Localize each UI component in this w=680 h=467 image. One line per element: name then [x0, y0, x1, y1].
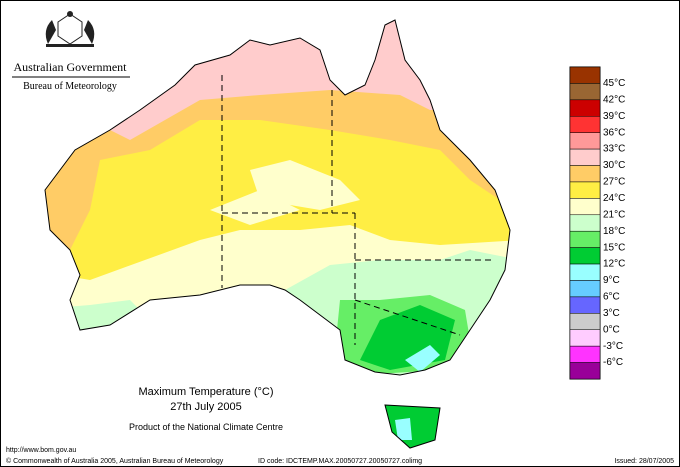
legend: 45°C 42°C 39°C 36°C 33°C 30°C 27°C 24°C 21°C 18°C… — [569, 66, 625, 380]
legend-label: 42°C — [603, 94, 625, 105]
legend-label: -3°C — [603, 341, 623, 352]
legend-label: 0°C — [603, 324, 620, 335]
legend-swatch — [569, 99, 601, 117]
legend-swatch — [569, 198, 601, 216]
legend-swatch — [569, 165, 601, 183]
legend-label: 6°C — [603, 292, 620, 303]
coastline — [44, 19, 511, 449]
issued: Issued: 28/07/2005 — [614, 458, 674, 465]
legend-swatch — [569, 313, 601, 330]
legend-label: 21°C — [603, 209, 625, 220]
map-title: Maximum Temperature (°C) — [138, 386, 273, 398]
crest — [45, 11, 95, 47]
legend-label: 30°C — [603, 160, 625, 171]
legend-label: 24°C — [603, 193, 625, 204]
legend-swatch — [569, 280, 601, 298]
legend-swatch — [569, 83, 601, 101]
copyright: © Commonwealth of Australia 2005, Austra… — [6, 457, 224, 465]
legend-swatch — [569, 214, 601, 232]
map-date: 27th July 2005 — [170, 401, 242, 413]
legend-swatch — [569, 296, 601, 314]
legend-swatch — [569, 362, 601, 380]
legend-swatch — [569, 345, 601, 363]
legend-swatch — [569, 66, 601, 84]
legend-swatch — [569, 263, 601, 281]
state-borders — [221, 75, 495, 345]
legend-label: 33°C — [603, 144, 625, 155]
legend-swatch — [569, 181, 601, 199]
legend-swatch — [569, 247, 601, 265]
product-note: Product of the National Climate Centre — [129, 422, 283, 432]
legend-swatch — [569, 230, 601, 248]
legend-swatch — [569, 132, 601, 150]
legend-label: -6°C — [603, 357, 623, 368]
legend-label: 27°C — [603, 177, 625, 188]
url: http://www.bom.gov.au — [6, 447, 76, 454]
id-code: ID code: IDCTEMP.MAX.20050727.20050727.c… — [258, 458, 422, 465]
bureau-name: Bureau of Meteorology — [23, 81, 117, 92]
legend-swatch — [569, 116, 601, 133]
government-name: Australian Government — [14, 60, 128, 74]
legend-label: 12°C — [603, 259, 625, 270]
legend-label: 15°C — [603, 242, 625, 253]
legend-label: 9°C — [603, 275, 620, 286]
legend-swatch — [569, 148, 601, 166]
legend-label: 36°C — [603, 127, 625, 138]
legend-label: 3°C — [603, 308, 620, 319]
legend-label: 45°C — [603, 78, 625, 89]
legend-swatch — [569, 329, 601, 347]
legend-label: 39°C — [603, 111, 625, 122]
legend-label: 18°C — [603, 226, 625, 237]
